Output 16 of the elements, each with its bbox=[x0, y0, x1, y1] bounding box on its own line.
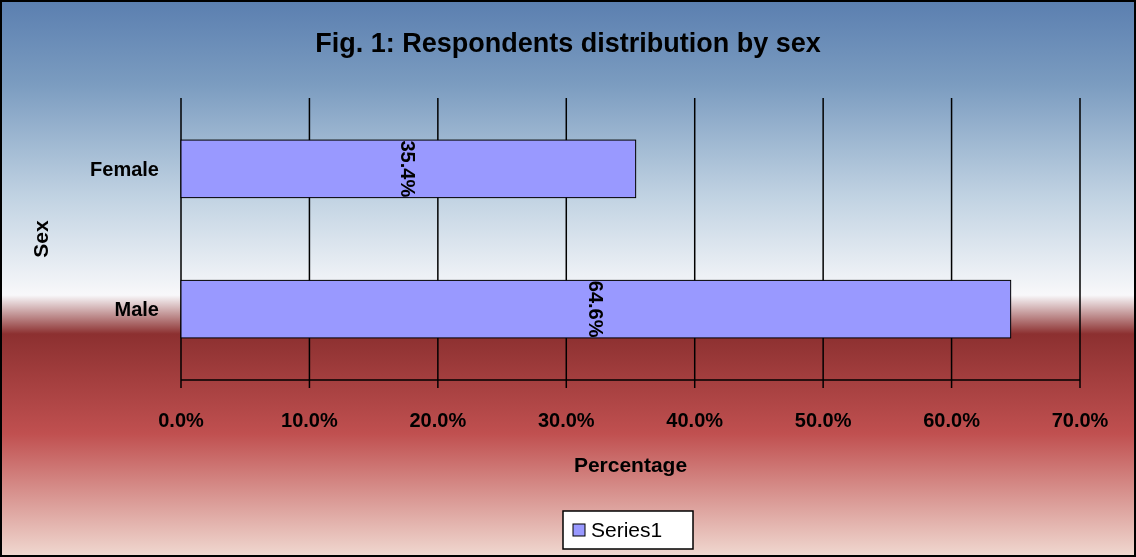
y-axis-title: Sex bbox=[29, 220, 52, 258]
y-tick-label: Female bbox=[90, 157, 159, 180]
x-tick-label: 20.0% bbox=[409, 409, 467, 431]
legend-label: Series1 bbox=[591, 518, 663, 542]
y-tick-label: Male bbox=[114, 298, 159, 321]
x-tick-label: 70.0% bbox=[1051, 409, 1109, 431]
data-label: 35.4% bbox=[397, 140, 420, 198]
x-tick-label: 50.0% bbox=[794, 409, 852, 431]
x-tick-label: 10.0% bbox=[281, 409, 338, 431]
chart-title: Fig. 1: Respondents distribution by sex bbox=[315, 28, 821, 58]
data-label: 64.6% bbox=[584, 280, 607, 338]
x-tick-label: 60.0% bbox=[923, 409, 981, 431]
x-tick-label: 0.0% bbox=[158, 409, 205, 431]
x-tick-label: 40.0% bbox=[666, 409, 724, 431]
x-axis-title: Percentage bbox=[573, 453, 688, 476]
x-tick-label: 30.0% bbox=[537, 409, 595, 431]
